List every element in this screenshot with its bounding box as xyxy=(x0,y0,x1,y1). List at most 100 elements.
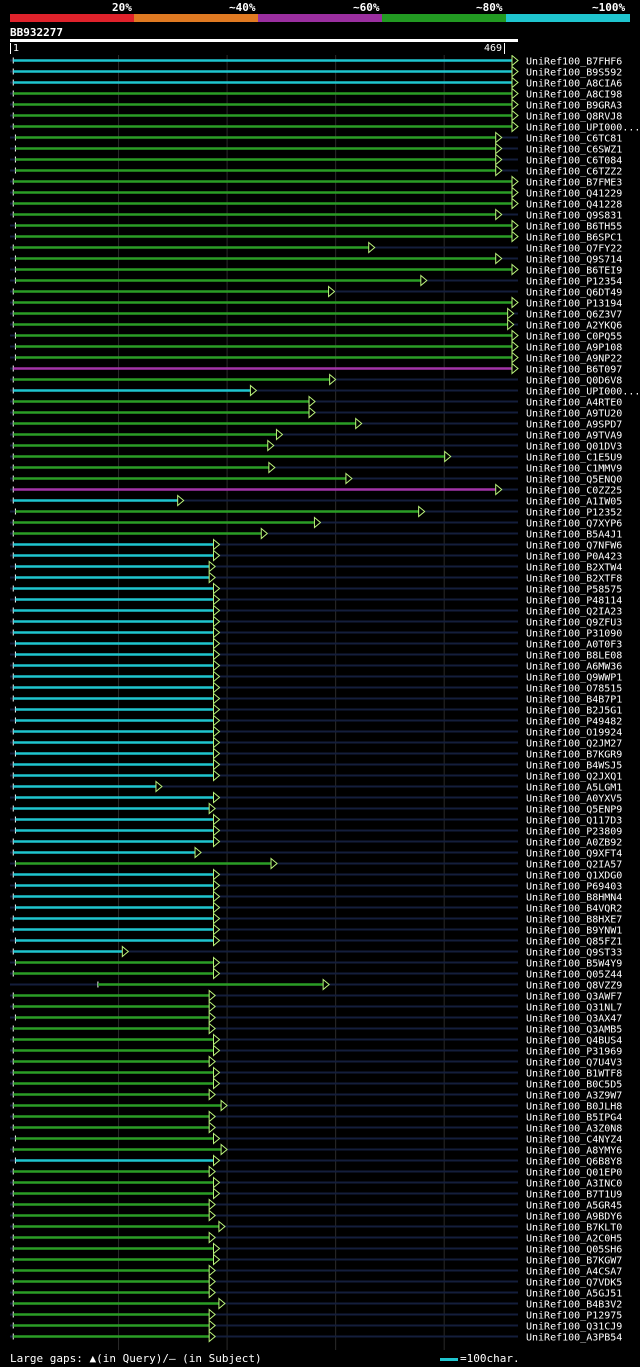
hit-label[interactable]: UniRef100_B1WTF8 xyxy=(526,1069,622,1080)
hit-row[interactable]: UniRef100_B4VQR2 xyxy=(10,901,622,915)
hit-row[interactable]: UniRef100_B0JLH8 xyxy=(10,1099,622,1113)
hit-label[interactable]: UniRef100_Q01EP0 xyxy=(526,1168,622,1179)
hit-row[interactable]: UniRef100_A3INC0 xyxy=(10,1176,622,1190)
hit-row[interactable]: UniRef100_Q2IA23 xyxy=(10,604,622,618)
hit-label[interactable]: UniRef100_O78515 xyxy=(526,684,622,695)
hit-row[interactable]: UniRef100_A9SPD7 xyxy=(10,417,622,431)
hit-row[interactable]: UniRef100_C6TC81 xyxy=(10,131,622,145)
hit-label[interactable]: UniRef100_B2XTF8 xyxy=(526,574,622,585)
hit-row[interactable]: UniRef100_B9YNW1 xyxy=(10,923,622,937)
hit-label[interactable]: UniRef100_B7KGR9 xyxy=(526,750,622,761)
hit-row[interactable]: UniRef100_Q1XDG0 xyxy=(10,868,622,882)
hit-row[interactable]: UniRef100_A9BDY6 xyxy=(10,1209,622,1223)
hit-row[interactable]: UniRef100_B7KLT0 xyxy=(10,1220,622,1234)
hit-label[interactable]: UniRef100_B7FME3 xyxy=(526,178,622,189)
hit-label[interactable]: UniRef100_Q5ENP9 xyxy=(526,805,622,816)
hit-row[interactable]: UniRef100_C6SWZ1 xyxy=(10,142,622,156)
hit-label[interactable]: UniRef100_A6MW36 xyxy=(526,662,622,673)
hit-row[interactable]: UniRef100_B2XTW4 xyxy=(10,560,622,574)
hit-label[interactable]: UniRef100_P58575 xyxy=(526,585,622,596)
hit-row[interactable]: UniRef100_B7KGW7 xyxy=(10,1253,622,1267)
hit-row[interactable]: UniRef100_UPI000... xyxy=(10,120,640,134)
hit-row[interactable]: UniRef100_P12975 xyxy=(10,1308,622,1322)
hit-label[interactable]: UniRef100_B0C5D5 xyxy=(526,1080,622,1091)
hit-label[interactable]: UniRef100_A5LGM1 xyxy=(526,783,622,794)
hit-label[interactable]: UniRef100_Q2JXQ1 xyxy=(526,772,622,783)
hit-label[interactable]: UniRef100_Q3AWF7 xyxy=(526,992,622,1003)
hit-label[interactable]: UniRef100_Q85FZ1 xyxy=(526,937,622,948)
hit-row[interactable]: UniRef100_Q31CJ9 xyxy=(10,1319,622,1333)
hit-row[interactable]: UniRef100_B8HXE7 xyxy=(10,912,622,926)
hit-label[interactable]: UniRef100_Q3AMB5 xyxy=(526,1025,622,1036)
hit-row[interactable]: UniRef100_Q9WWP1 xyxy=(10,670,622,684)
hit-label[interactable]: UniRef100_Q6DT49 xyxy=(526,288,622,299)
hit-label[interactable]: UniRef100_Q2IA57 xyxy=(526,860,622,871)
hit-label[interactable]: UniRef100_Q9XFT4 xyxy=(526,849,622,860)
hit-label[interactable]: UniRef100_A3INC0 xyxy=(526,1179,622,1190)
hit-row[interactable]: UniRef100_Q9ZFU3 xyxy=(10,615,622,629)
hit-row[interactable]: UniRef100_B9GRA3 xyxy=(10,98,622,112)
hit-label[interactable]: UniRef100_B7FHF6 xyxy=(526,57,622,68)
hit-row[interactable]: UniRef100_A3Z9W7 xyxy=(10,1088,622,1102)
hit-label[interactable]: UniRef100_B5W4Y9 xyxy=(526,959,622,970)
hit-label[interactable]: UniRef100_A1IW05 xyxy=(526,497,622,508)
hit-row[interactable]: UniRef100_Q8VZZ9 xyxy=(10,978,622,992)
hit-label[interactable]: UniRef100_Q117D3 xyxy=(526,816,622,827)
hit-row[interactable]: UniRef100_Q8RVJ8 xyxy=(10,109,622,123)
hit-label[interactable]: UniRef100_Q7NFW6 xyxy=(526,541,622,552)
hit-row[interactable]: UniRef100_A2C0H5 xyxy=(10,1231,622,1245)
hit-label[interactable]: UniRef100_Q4BUS4 xyxy=(526,1036,622,1047)
hit-label[interactable]: UniRef100_C6T084 xyxy=(526,156,622,167)
hit-label[interactable]: UniRef100_Q41229 xyxy=(526,189,622,200)
hit-label[interactable]: UniRef100_C6TC81 xyxy=(526,134,622,145)
hit-row[interactable]: UniRef100_P23809 xyxy=(10,824,622,838)
hit-label[interactable]: UniRef100_P0A423 xyxy=(526,552,622,563)
hit-row[interactable]: UniRef100_B5W4Y9 xyxy=(10,956,622,970)
hit-label[interactable]: UniRef100_B4WSJ5 xyxy=(526,761,622,772)
hit-row[interactable]: UniRef100_Q2JXQ1 xyxy=(10,769,622,783)
hit-label[interactable]: UniRef100_B5IPG4 xyxy=(526,1113,622,1124)
hit-row[interactable]: UniRef100_B4B3V2 xyxy=(10,1297,622,1311)
hit-row[interactable]: UniRef100_B4B7P1 xyxy=(10,692,622,706)
hit-label[interactable]: UniRef100_B7KGW7 xyxy=(526,1256,622,1267)
hit-row[interactable]: UniRef100_Q7VDK5 xyxy=(10,1275,622,1289)
hit-row[interactable]: UniRef100_P13194 xyxy=(10,296,622,310)
hit-label[interactable]: UniRef100_Q2JM27 xyxy=(526,739,622,750)
hit-row[interactable]: UniRef100_P31969 xyxy=(10,1044,622,1058)
hit-row[interactable]: UniRef100_Q3AX47 xyxy=(10,1011,622,1025)
hit-label[interactable]: UniRef100_Q8VZZ9 xyxy=(526,981,622,992)
hit-row[interactable]: UniRef100_C4NYZ4 xyxy=(10,1132,622,1146)
hit-row[interactable]: UniRef100_A0YXV5 xyxy=(10,791,622,805)
hit-row[interactable]: UniRef100_Q7NFW6 xyxy=(10,538,622,552)
hit-row[interactable]: UniRef100_A4CSA7 xyxy=(10,1264,622,1278)
hit-label[interactable]: UniRef100_A9TU20 xyxy=(526,409,622,420)
hit-row[interactable]: UniRef100_B6T097 xyxy=(10,362,622,376)
hit-row[interactable]: UniRef100_B5A4J1 xyxy=(10,527,622,541)
hit-label[interactable]: UniRef100_Q6Z3V7 xyxy=(526,310,622,321)
hit-row[interactable]: UniRef100_C6T084 xyxy=(10,153,622,167)
hit-label[interactable]: UniRef100_A3Z9W7 xyxy=(526,1091,622,1102)
hit-label[interactable]: UniRef100_A3Z0N8 xyxy=(526,1124,622,1135)
hit-label[interactable]: UniRef100_A8CI98 xyxy=(526,90,622,101)
hit-row[interactable]: UniRef100_Q31NL7 xyxy=(10,1000,622,1014)
hit-row[interactable]: UniRef100_C1E5U9 xyxy=(10,450,622,464)
hit-label[interactable]: UniRef100_Q05SH6 xyxy=(526,1245,622,1256)
hit-label[interactable]: UniRef100_O19924 xyxy=(526,728,622,739)
hit-row[interactable]: UniRef100_B8LE08 xyxy=(10,648,622,662)
hit-label[interactable]: UniRef100_P23809 xyxy=(526,827,622,838)
hit-label[interactable]: UniRef100_Q41228 xyxy=(526,200,622,211)
hit-row[interactable]: UniRef100_Q2IA57 xyxy=(10,857,622,871)
hit-label[interactable]: UniRef100_UPI000... xyxy=(526,387,640,398)
hit-row[interactable]: UniRef100_A9TU20 xyxy=(10,406,622,420)
hit-row[interactable]: UniRef100_B9S592 xyxy=(10,65,622,79)
hit-row[interactable]: UniRef100_Q7FY22 xyxy=(10,241,622,255)
hit-row[interactable]: UniRef100_B7FME3 xyxy=(10,175,622,189)
hit-row[interactable]: UniRef100_A9NP22 xyxy=(10,351,622,365)
hit-row[interactable]: UniRef100_A9TVA9 xyxy=(10,428,622,442)
hit-label[interactable]: UniRef100_C0PQ55 xyxy=(526,332,622,343)
hit-label[interactable]: UniRef100_B8LE08 xyxy=(526,651,622,662)
hit-row[interactable]: UniRef100_P58575 xyxy=(10,582,622,596)
hit-row[interactable]: UniRef100_Q9S714 xyxy=(10,252,622,266)
hit-label[interactable]: UniRef100_A4RTE0 xyxy=(526,398,622,409)
hit-label[interactable]: UniRef100_A9SPD7 xyxy=(526,420,622,431)
